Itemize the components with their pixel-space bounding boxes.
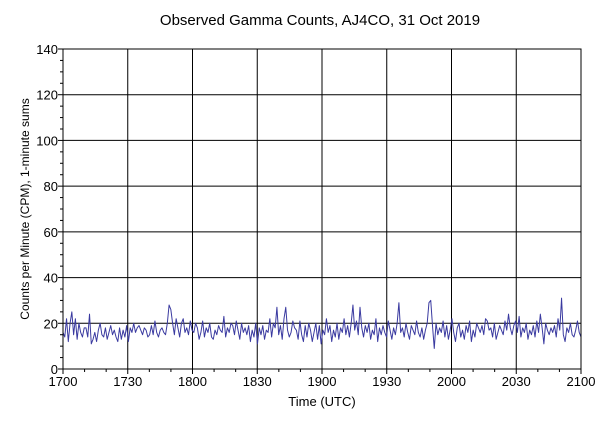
series-layer [62, 297, 582, 349]
x-tick-label: 2030 [502, 374, 531, 389]
x-tick-label: 1800 [178, 374, 207, 389]
y-axis-label: Counts per Minute (CPM), 1-minute sums [18, 98, 32, 319]
y-tick-labels: 0 20 40 60 80 100 120 140 [36, 42, 58, 377]
y-tick-label: 140 [36, 42, 58, 57]
grid-lines [63, 49, 581, 369]
x-tick-label: 1830 [243, 374, 272, 389]
chart-title: Observed Gamma Counts, AJ4CO, 31 Oct 201… [160, 12, 480, 29]
x-tick-label: 1930 [372, 374, 401, 389]
y-tick-label: 120 [36, 88, 58, 103]
x-tick-label: 1900 [308, 374, 337, 389]
axis-ticks [58, 48, 582, 374]
y-tick-label: 0 [51, 362, 58, 377]
x-tick-label: 2000 [437, 374, 466, 389]
y-tick-label: 60 [44, 225, 58, 240]
x-tick-label: 2100 [567, 374, 596, 389]
y-tick-label: 80 [44, 179, 58, 194]
y-tick-label: 20 [44, 316, 58, 331]
y-tick-label: 100 [36, 133, 58, 148]
x-axis-label: Time (UTC) [288, 394, 355, 409]
gamma-counts-series-line [62, 297, 582, 349]
x-tick-labels: 1700 1730 1800 1830 1900 1930 2000 2030 2100 [49, 374, 596, 389]
x-tick-label: 1700 [49, 374, 78, 389]
x-tick-label: 1730 [113, 374, 142, 389]
y-tick-label: 40 [44, 271, 58, 286]
